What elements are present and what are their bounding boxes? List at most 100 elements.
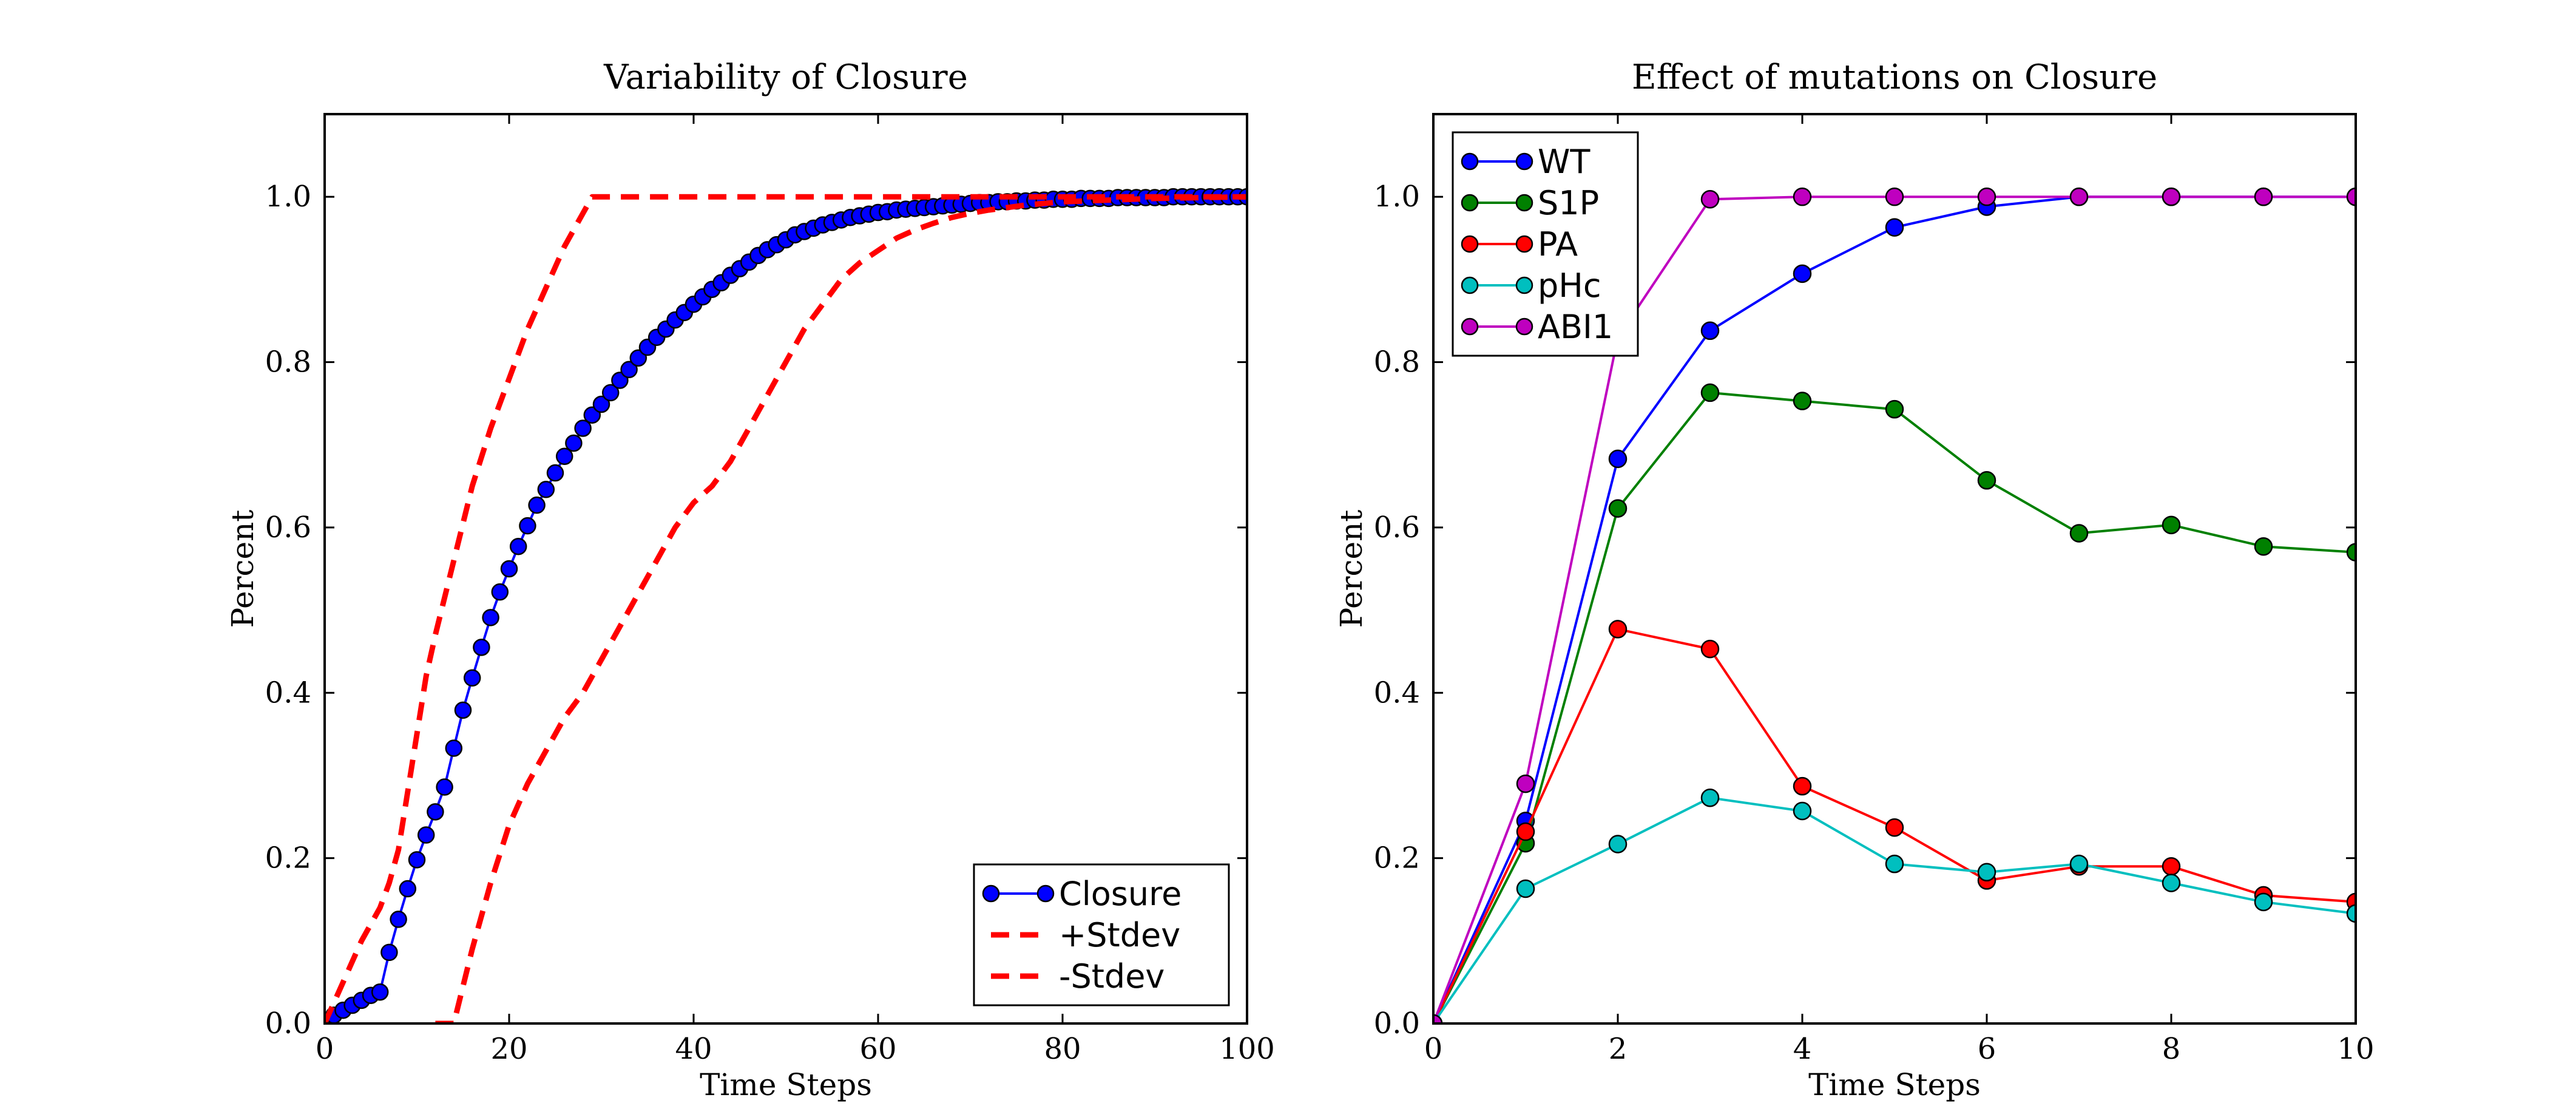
series-phc xyxy=(1433,788,2356,1023)
data-point-phc xyxy=(2069,854,2089,874)
data-point-closure xyxy=(473,639,490,656)
data-point-closure xyxy=(500,560,518,578)
series-line-stdev xyxy=(435,194,1247,1023)
legend-label-phc: pHc xyxy=(1538,266,1601,305)
legend-label-stdev: +Stdev xyxy=(1059,916,1180,954)
data-point-phc xyxy=(1793,801,1812,821)
data-point-abi1 xyxy=(1433,1014,1443,1023)
data-point-abi1 xyxy=(1516,774,1535,793)
data-point-wt xyxy=(1700,321,1720,341)
data-point-closure xyxy=(592,395,610,413)
data-point-wt xyxy=(1885,218,1904,237)
data-point-pa xyxy=(2162,857,2181,876)
data-point-closure xyxy=(482,609,499,626)
plot-frame xyxy=(323,113,1248,1025)
y-tick-label: 0.0 xyxy=(265,1006,311,1040)
data-point-wt xyxy=(1608,449,1628,469)
legend-marker-abi1 xyxy=(1515,317,1533,336)
x-axis-label: Time Steps xyxy=(700,1067,872,1102)
data-point-closure xyxy=(528,496,546,514)
data-point-s1p xyxy=(2254,537,2273,556)
data-point-closure xyxy=(445,739,463,757)
data-point-pa xyxy=(1516,822,1535,841)
legend-label-stdev: -Stdev xyxy=(1059,957,1165,996)
y-tick-label: 0.6 xyxy=(1374,511,1420,545)
legend-entry-abi1: ABI1 xyxy=(1461,308,1613,346)
legend-entry-stdev: +Stdev xyxy=(991,916,1180,954)
data-point-phc xyxy=(2162,874,2181,892)
data-point-closure xyxy=(408,851,426,869)
legend-box xyxy=(973,863,1230,1006)
legend-marker-wt xyxy=(1515,152,1533,171)
legend-entry-pa: PA xyxy=(1461,225,1578,263)
y-axis-label: Percent xyxy=(1334,510,1369,628)
plot-area xyxy=(1433,187,2356,1023)
legend-label-closure: Closure xyxy=(1059,875,1182,913)
y-tick-label: 0.2 xyxy=(1374,841,1420,875)
legend-marker-phc xyxy=(1461,276,1479,294)
data-point-pa xyxy=(1608,620,1628,639)
data-point-pa xyxy=(1700,639,1720,659)
data-point-closure xyxy=(546,464,564,482)
y-axis-label: Percent xyxy=(225,510,260,628)
legend-label-s1p: S1P xyxy=(1538,184,1599,222)
plot-area xyxy=(325,188,1247,1023)
data-point-closure xyxy=(519,517,536,535)
data-point-phc xyxy=(1885,854,1904,874)
data-point-abi1 xyxy=(1977,187,1996,206)
x-tick-label: 10 xyxy=(2337,1032,2374,1066)
data-point-phc xyxy=(1700,788,1720,807)
data-point-closure xyxy=(555,447,573,466)
legend-marker-s1p xyxy=(1461,194,1479,212)
y-tick-label: 0.4 xyxy=(265,676,311,710)
data-point-closure xyxy=(399,880,417,898)
data-point-phc xyxy=(1608,835,1628,854)
legend-entry-phc: pHc xyxy=(1461,266,1601,305)
data-point-wt xyxy=(1793,264,1812,283)
series-line-stdev xyxy=(325,194,1247,1023)
legend-marker-wt xyxy=(1461,152,1479,171)
data-point-s1p xyxy=(2162,515,2181,535)
data-point-abi1 xyxy=(2069,187,2089,206)
data-point-s1p xyxy=(1608,499,1628,518)
legend-marker-closure xyxy=(982,884,1000,903)
series-stdev xyxy=(435,194,1247,1023)
series-abi1 xyxy=(1433,187,2356,1023)
x-tick-label: 20 xyxy=(490,1032,527,1066)
y-tick-label: 0.8 xyxy=(1374,345,1420,379)
x-tick-label: 4 xyxy=(1793,1032,1812,1066)
data-point-abi1 xyxy=(1793,187,1812,206)
data-point-closure xyxy=(454,701,472,719)
chart-effect-of-mutations: Effect of mutations on Closure Time Steps… xyxy=(1334,58,2375,1102)
data-point-closure xyxy=(380,943,398,962)
data-point-pa xyxy=(1793,776,1812,796)
data-point-closure xyxy=(417,826,435,844)
y-tick-label: 1.0 xyxy=(1374,180,1420,214)
legend-label-pa: PA xyxy=(1538,225,1578,263)
legend-marker-s1p xyxy=(1515,194,1533,212)
legend: Closure+Stdev-Stdev xyxy=(973,863,1230,1006)
data-point-phc xyxy=(1516,879,1535,898)
data-point-closure xyxy=(601,384,620,402)
data-point-abi1 xyxy=(1700,190,1720,209)
data-point-closure xyxy=(427,803,444,821)
x-tick-label: 80 xyxy=(1044,1032,1081,1066)
data-point-abi1 xyxy=(2254,187,2273,206)
data-point-abi1 xyxy=(1885,187,1904,206)
y-tick-label: 0.0 xyxy=(1374,1006,1420,1040)
data-point-closure xyxy=(491,583,509,601)
legend-marker-closure xyxy=(1036,884,1055,903)
legend-label-wt: WT xyxy=(1538,143,1591,181)
y-tick-label: 0.8 xyxy=(265,345,311,379)
y-tick-label: 1.0 xyxy=(265,180,311,214)
x-tick-label: 2 xyxy=(1609,1032,1628,1066)
x-tick-label: 0 xyxy=(316,1032,334,1066)
data-point-s1p xyxy=(1793,392,1812,410)
legend-entry-wt: WT xyxy=(1461,143,1591,181)
x-tick-label: 100 xyxy=(1219,1032,1275,1066)
data-point-closure xyxy=(463,669,481,687)
legend-marker-phc xyxy=(1515,276,1533,294)
plot-frame xyxy=(1432,113,2357,1025)
